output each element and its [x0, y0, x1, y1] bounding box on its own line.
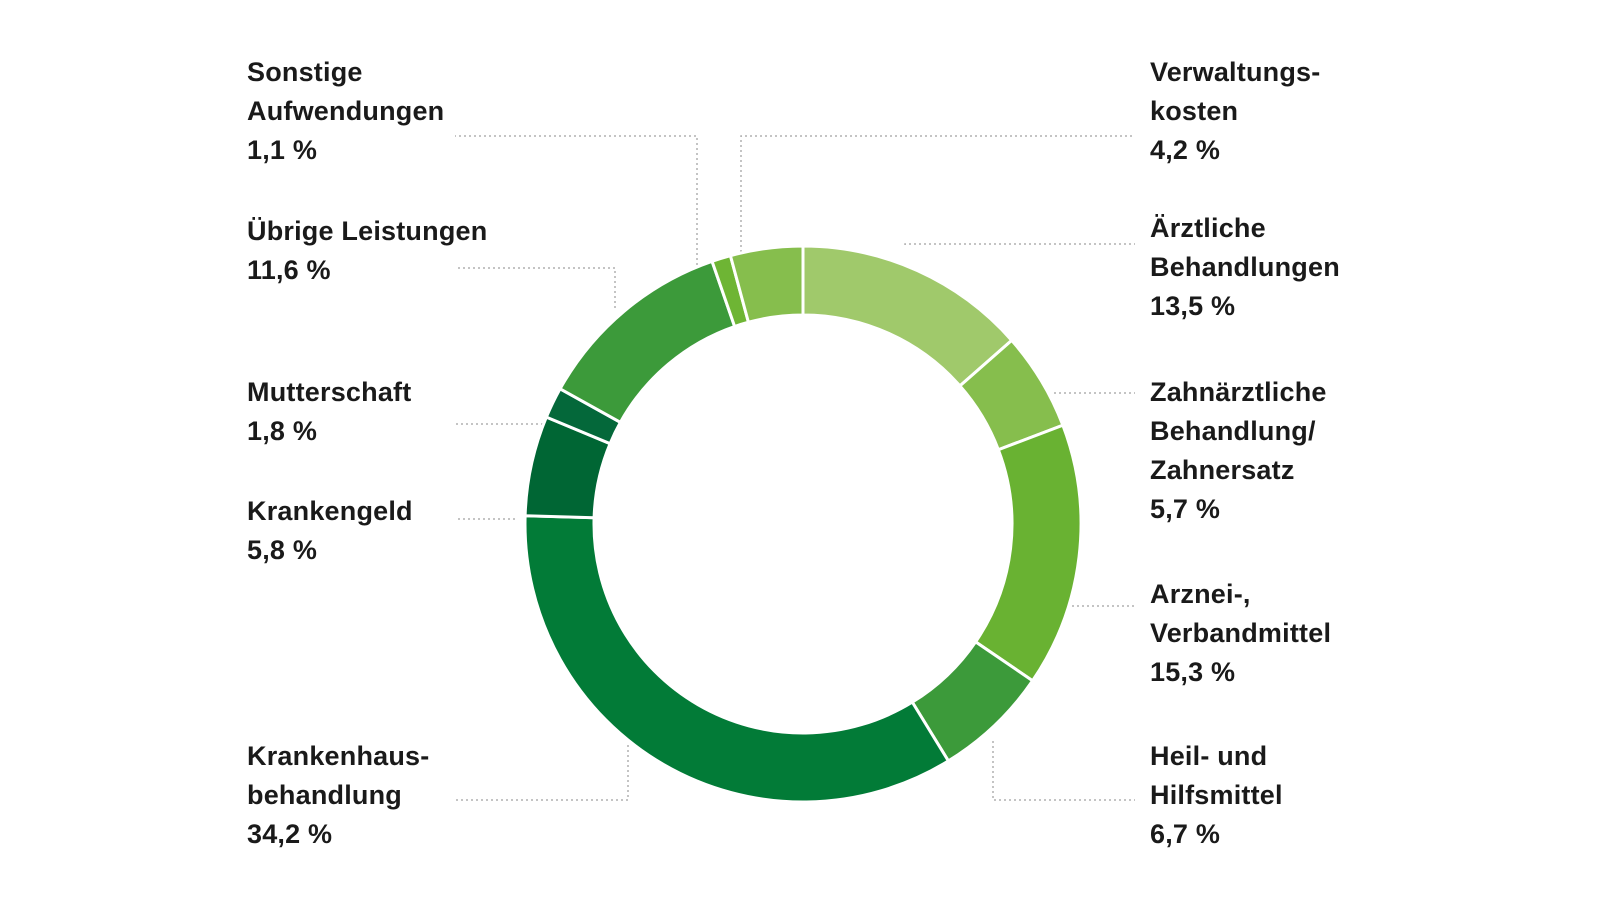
donut-slice-1 — [801, 244, 1014, 389]
label-krankengeld: Krankengeld 5,8 % — [247, 492, 413, 570]
slice-value: 34,2 % — [247, 819, 333, 849]
slice-value: 15,3 % — [1150, 657, 1236, 687]
slice-value: 1,1 % — [247, 135, 318, 165]
slice-value: 13,5 % — [1150, 291, 1236, 321]
slice-name: Verwaltungs- kosten — [1150, 57, 1321, 126]
leader-line-9 — [455, 135, 698, 265]
slice-name: Übrige Leistungen — [247, 216, 488, 246]
slice-name: Zahnärztliche Behandlung/ Zahnersatz — [1150, 377, 1327, 485]
leader-line-10 — [740, 135, 1135, 252]
slice-value: 11,6 % — [247, 255, 331, 285]
label-verwaltungskosten: Verwaltungs- kosten 4,2 % — [1150, 53, 1320, 170]
slice-value: 5,7 % — [1150, 494, 1221, 524]
slice-name: Krankenhaus- behandlung — [247, 741, 430, 810]
label-krankenhausbehandlung: Krankenhaus- behandlung 34,2 % — [247, 737, 429, 854]
slice-name: Heil- und Hilfsmittel — [1150, 741, 1283, 810]
donut-slice-3 — [973, 423, 1083, 683]
donut-slice-8 — [558, 259, 737, 425]
slice-name: Ärztliche Behandlungen — [1150, 213, 1340, 282]
label-mutterschaft: Mutterschaft 1,8 % — [247, 373, 411, 451]
label-aerztliche-behandlungen: Ärztliche Behandlungen 13,5 % — [1150, 209, 1340, 326]
donut-slices — [523, 244, 1083, 804]
label-arznei-verbandmittel: Arznei-, Verbandmittel 15,3 % — [1150, 575, 1331, 692]
slice-value: 4,2 % — [1150, 135, 1221, 165]
slice-name: Sonstige Aufwendungen — [247, 57, 445, 126]
leader-line-5 — [455, 745, 629, 801]
donut-slice-10 — [728, 244, 805, 325]
donut-slice-5 — [523, 514, 951, 804]
label-zahnaerztliche-behandlung: Zahnärztliche Behandlung/ Zahnersatz 5,7… — [1150, 373, 1327, 529]
slice-value: 5,8 % — [247, 535, 318, 565]
label-heil-und-hilfsmittel: Heil- und Hilfsmittel 6,7 % — [1150, 737, 1283, 854]
label-sonstige-aufwendungen: Sonstige Aufwendungen 1,1 % — [247, 53, 444, 170]
slice-value: 1,8 % — [247, 416, 318, 446]
slice-value: 6,7 % — [1150, 819, 1221, 849]
leader-lines — [455, 135, 1135, 801]
slice-name: Krankengeld — [247, 496, 413, 526]
slice-name: Mutterschaft — [247, 377, 412, 407]
leader-line-1 — [904, 243, 1135, 245]
label-uebrige-leistungen: Übrige Leistungen 11,6 % — [247, 212, 487, 290]
leader-line-4 — [992, 741, 1135, 801]
slice-name: Arznei-, Verbandmittel — [1150, 579, 1332, 648]
leader-line-8 — [455, 267, 616, 308]
